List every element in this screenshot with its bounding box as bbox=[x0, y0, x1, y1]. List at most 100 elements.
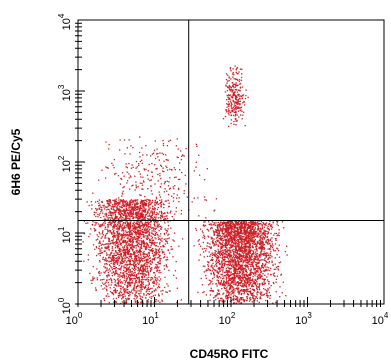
data-point bbox=[249, 282, 252, 285]
data-point bbox=[132, 212, 134, 214]
data-point bbox=[217, 297, 219, 299]
data-point bbox=[97, 213, 99, 216]
data-point bbox=[136, 217, 139, 219]
data-point bbox=[263, 251, 265, 253]
data-point bbox=[216, 256, 218, 259]
data-point bbox=[116, 232, 119, 235]
data-point bbox=[121, 220, 123, 222]
data-point bbox=[224, 257, 226, 259]
data-point bbox=[255, 270, 257, 272]
data-point bbox=[230, 251, 232, 254]
data-point bbox=[93, 277, 96, 279]
data-point bbox=[111, 204, 114, 206]
data-point bbox=[126, 209, 128, 211]
data-point bbox=[254, 278, 256, 281]
data-point bbox=[252, 280, 254, 282]
data-point bbox=[226, 292, 228, 294]
data-point bbox=[103, 278, 105, 281]
data-point bbox=[202, 224, 204, 227]
data-point bbox=[124, 223, 126, 225]
data-point bbox=[121, 275, 123, 278]
data-point bbox=[114, 206, 116, 208]
data-point bbox=[244, 223, 246, 226]
data-point bbox=[243, 284, 246, 286]
data-point bbox=[239, 247, 242, 249]
data-point bbox=[218, 269, 221, 271]
data-point bbox=[205, 269, 208, 271]
data-point bbox=[140, 230, 142, 232]
data-point bbox=[227, 298, 229, 300]
data-point bbox=[243, 247, 246, 249]
data-point bbox=[137, 206, 139, 208]
data-point bbox=[151, 250, 154, 253]
data-point bbox=[243, 293, 245, 295]
data-point bbox=[136, 223, 139, 225]
data-point bbox=[138, 234, 141, 236]
data-point bbox=[221, 288, 223, 290]
data-point bbox=[138, 212, 140, 214]
data-point bbox=[251, 263, 253, 265]
data-point bbox=[246, 231, 248, 233]
data-point bbox=[236, 231, 239, 234]
data-point bbox=[108, 240, 110, 243]
data-point bbox=[233, 241, 235, 243]
data-point bbox=[234, 240, 236, 242]
data-point bbox=[197, 291, 199, 293]
data-point bbox=[148, 282, 150, 284]
data-point bbox=[261, 233, 264, 235]
data-point bbox=[251, 265, 253, 267]
data-point bbox=[224, 222, 226, 224]
data-point bbox=[120, 269, 122, 271]
data-point bbox=[234, 270, 236, 273]
data-point bbox=[260, 294, 262, 296]
data-point bbox=[125, 281, 127, 283]
data-point bbox=[258, 285, 261, 287]
data-point bbox=[265, 236, 267, 238]
data-point bbox=[218, 229, 220, 231]
data-point bbox=[107, 245, 109, 247]
data-point bbox=[101, 208, 103, 211]
data-point bbox=[240, 298, 242, 300]
data-point bbox=[222, 265, 224, 267]
data-point bbox=[103, 222, 105, 224]
data-point bbox=[140, 237, 143, 240]
data-point bbox=[107, 274, 109, 276]
data-point bbox=[165, 240, 167, 243]
data-point bbox=[240, 250, 242, 252]
data-point bbox=[118, 212, 120, 215]
data-point bbox=[247, 240, 249, 242]
data-point bbox=[262, 244, 264, 247]
data-point bbox=[234, 267, 236, 270]
data-point bbox=[249, 292, 251, 294]
data-point bbox=[212, 259, 214, 261]
data-point bbox=[164, 228, 166, 230]
data-point bbox=[122, 217, 124, 219]
data-point bbox=[221, 260, 223, 262]
data-point bbox=[229, 227, 231, 229]
data-point bbox=[141, 243, 143, 245]
data-point bbox=[249, 238, 252, 241]
data-point bbox=[199, 245, 202, 247]
data-point bbox=[105, 275, 108, 277]
data-point bbox=[117, 244, 119, 246]
data-point bbox=[137, 290, 139, 292]
data-point bbox=[175, 207, 178, 209]
data-point bbox=[135, 287, 137, 289]
data-point bbox=[263, 232, 265, 234]
data-point bbox=[118, 285, 121, 287]
data-point bbox=[133, 253, 135, 255]
data-point bbox=[108, 284, 110, 286]
data-point bbox=[246, 256, 248, 258]
data-point bbox=[121, 272, 124, 274]
data-point bbox=[157, 261, 159, 264]
data-point bbox=[267, 248, 269, 250]
data-point bbox=[139, 280, 141, 282]
data-point bbox=[156, 211, 158, 214]
data-point bbox=[158, 285, 160, 288]
data-point bbox=[102, 230, 104, 232]
data-point bbox=[141, 268, 144, 270]
data-point bbox=[259, 230, 261, 233]
data-point bbox=[228, 279, 230, 282]
data-point bbox=[220, 221, 222, 223]
data-point bbox=[118, 249, 121, 252]
